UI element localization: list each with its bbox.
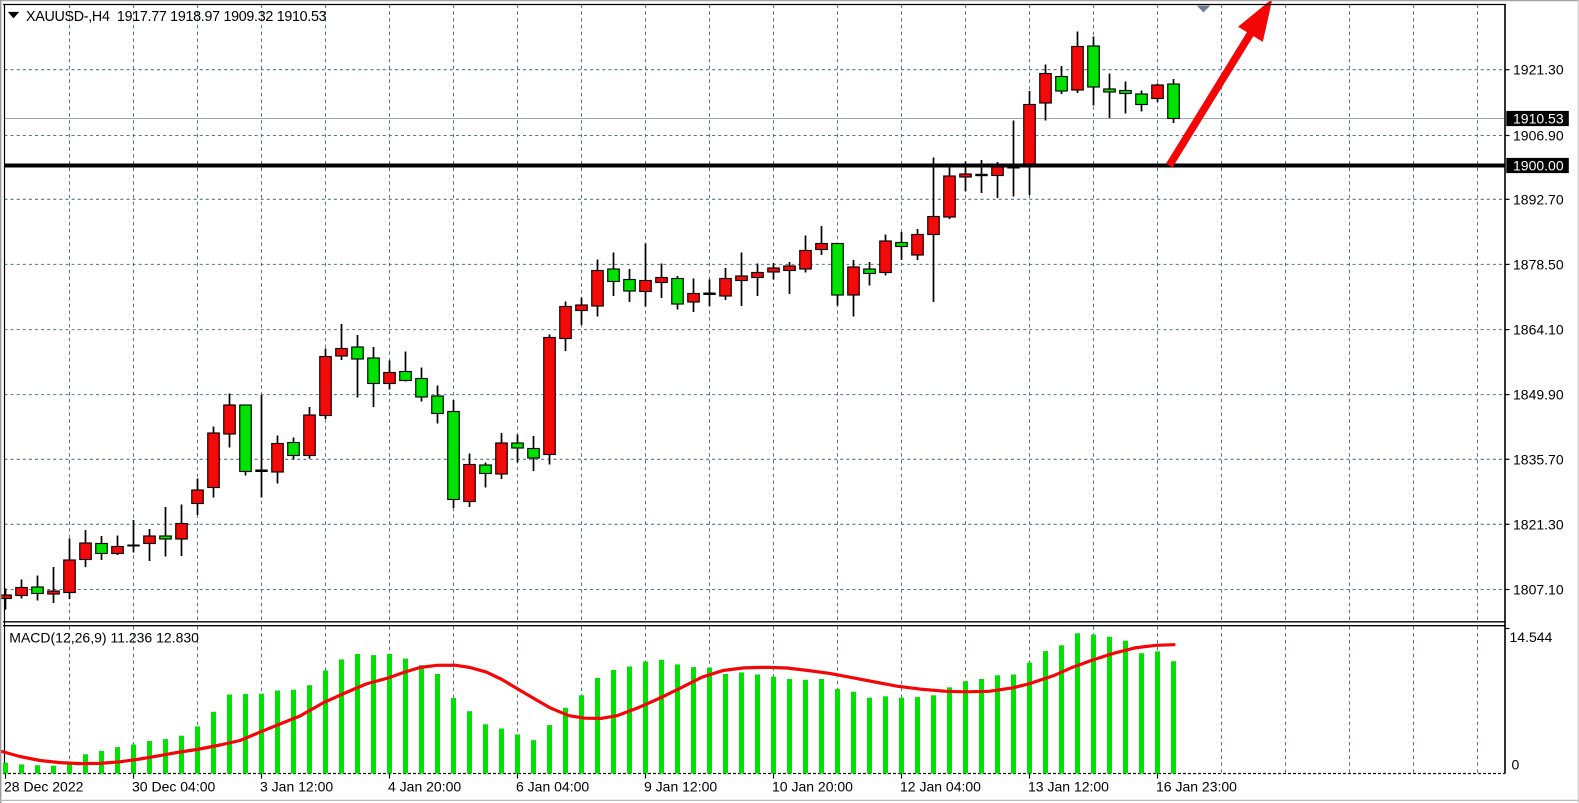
svg-text:0: 0 <box>1512 757 1520 773</box>
svg-text:1835.70: 1835.70 <box>1513 451 1564 467</box>
svg-text:30 Dec 04:00: 30 Dec 04:00 <box>132 779 215 795</box>
svg-text:1892.70: 1892.70 <box>1513 191 1564 207</box>
svg-text:1921.30: 1921.30 <box>1513 62 1564 78</box>
svg-text:16 Jan 23:00: 16 Jan 23:00 <box>1156 779 1237 795</box>
svg-text:1864.10: 1864.10 <box>1513 322 1564 338</box>
svg-text:1849.90: 1849.90 <box>1513 387 1564 403</box>
svg-text:10 Jan 20:00: 10 Jan 20:00 <box>772 779 853 795</box>
svg-text:3 Jan 12:00: 3 Jan 12:00 <box>260 779 333 795</box>
svg-text:1910.53: 1910.53 <box>1513 111 1564 127</box>
svg-text:12 Jan 04:00: 12 Jan 04:00 <box>900 779 981 795</box>
svg-text:6 Jan 04:00: 6 Jan 04:00 <box>516 779 589 795</box>
svg-text:28 Dec 2022: 28 Dec 2022 <box>4 779 84 795</box>
svg-text:9 Jan 12:00: 9 Jan 12:00 <box>644 779 717 795</box>
svg-text:1821.30: 1821.30 <box>1513 516 1564 532</box>
svg-text:1807.10: 1807.10 <box>1513 582 1564 598</box>
svg-text:XAUUSD-,H4 1917.77 1918.97 19: XAUUSD-,H4 1917.77 1918.97 1909.32 1910.… <box>26 9 327 25</box>
svg-text:1878.50: 1878.50 <box>1513 256 1564 272</box>
svg-text:1900.00: 1900.00 <box>1513 158 1564 174</box>
svg-text:4 Jan 20:00: 4 Jan 20:00 <box>388 779 461 795</box>
svg-text:14.544: 14.544 <box>1510 629 1553 645</box>
svg-text:1906.90: 1906.90 <box>1513 128 1564 144</box>
svg-text:13 Jan 12:00: 13 Jan 12:00 <box>1028 779 1109 795</box>
svg-text:MACD(12,26,9) 11.236 12.830: MACD(12,26,9) 11.236 12.830 <box>9 630 199 646</box>
